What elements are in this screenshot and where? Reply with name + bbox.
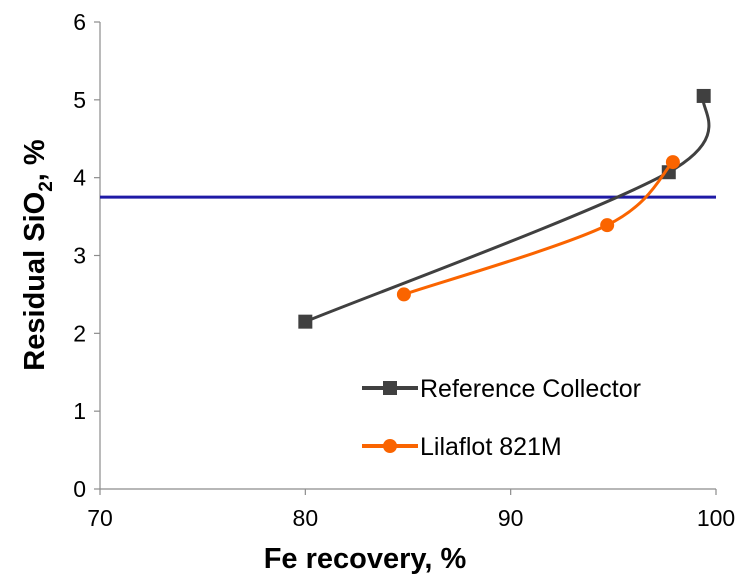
y-axis-title: Residual SiO2, % bbox=[19, 139, 57, 371]
axes bbox=[94, 21, 717, 495]
legend-label-reference-collector: Reference Collector bbox=[420, 375, 641, 403]
legend-marker-lilaflot-821m bbox=[383, 439, 397, 453]
y-tick-label: 5 bbox=[73, 87, 86, 113]
series-line-lilaflot-821m bbox=[403, 161, 674, 296]
series-lilaflot-821m bbox=[396, 155, 680, 302]
series-line-reference-collector bbox=[304, 95, 711, 324]
x-tick-labels: 70 80 90 100 bbox=[87, 505, 735, 531]
y-axis-title-main: Residual SiO bbox=[19, 192, 51, 371]
y-tick-label: 3 bbox=[73, 243, 86, 269]
x-tick-label: 90 bbox=[498, 505, 524, 531]
legend-label-lilaflot-821m: Lilaflot 821M bbox=[420, 433, 562, 461]
y-tick-label: 4 bbox=[73, 165, 86, 191]
x-tick-label: 80 bbox=[293, 505, 319, 531]
y-tick-labels: 0 1 2 3 4 5 6 bbox=[73, 9, 86, 502]
legend: Reference Collector Lilaflot 821M bbox=[362, 375, 641, 461]
y-axis-title-subscript: 2 bbox=[36, 181, 57, 192]
y-axis-title-tail: , % bbox=[19, 139, 51, 181]
x-tick-label: 100 bbox=[697, 505, 735, 531]
series-reference-collector bbox=[298, 88, 711, 329]
y-tick-label: 6 bbox=[73, 9, 86, 35]
legend-item-lilaflot-821m: Lilaflot 821M bbox=[362, 433, 562, 461]
legend-marker-reference-collector bbox=[383, 381, 397, 395]
legend-item-reference-collector: Reference Collector bbox=[362, 375, 641, 403]
y-tick-label: 1 bbox=[73, 398, 86, 424]
y-tick-label: 0 bbox=[73, 476, 86, 502]
data-point-reference-collector bbox=[298, 314, 313, 329]
x-axis-title: Fe recovery, % bbox=[264, 543, 467, 575]
data-point-lilaflot-821m bbox=[600, 218, 615, 233]
data-point-lilaflot-821m bbox=[396, 287, 411, 302]
y-tick-label: 2 bbox=[73, 320, 86, 346]
data-point-reference-collector bbox=[696, 88, 711, 103]
data-point-lilaflot-821m bbox=[665, 155, 680, 170]
x-tick-label: 70 bbox=[87, 505, 113, 531]
series-layer bbox=[298, 88, 711, 329]
